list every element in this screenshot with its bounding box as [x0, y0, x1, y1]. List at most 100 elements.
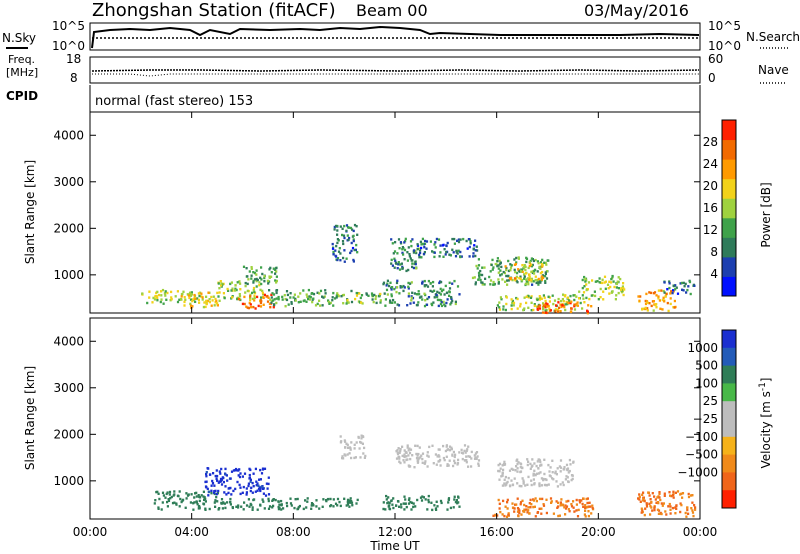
data-cell — [299, 292, 302, 295]
data-cell — [599, 296, 602, 299]
velocity-colorbar-label-sup: -1 — [758, 382, 768, 391]
data-cell — [424, 239, 427, 243]
data-cell — [657, 297, 660, 300]
data-cell — [261, 468, 265, 471]
data-cell — [504, 280, 507, 283]
data-cell — [508, 469, 512, 472]
data-cell — [458, 451, 461, 454]
data-cell — [210, 489, 213, 492]
data-cell — [273, 268, 277, 271]
data-cell — [591, 279, 594, 282]
data-cell — [640, 507, 643, 510]
data-cell — [585, 296, 588, 300]
data-cell — [481, 266, 484, 269]
data-cell — [402, 253, 405, 256]
data-cell — [538, 483, 541, 486]
data-cell — [553, 299, 557, 302]
data-cell — [449, 506, 452, 510]
data-cell — [245, 305, 248, 308]
data-cell — [661, 298, 664, 302]
data-cell — [679, 510, 682, 514]
data-cell — [251, 297, 254, 301]
data-cell — [505, 274, 508, 278]
data-cell — [546, 311, 549, 315]
x-axis-label: Time UT — [369, 539, 420, 553]
data-cell — [350, 501, 354, 504]
data-cell — [470, 465, 473, 468]
data-cell — [259, 305, 263, 308]
data-cell — [407, 292, 410, 295]
data-cell — [590, 305, 593, 308]
data-cell — [257, 484, 260, 487]
data-cell — [404, 239, 407, 243]
data-cell — [416, 461, 419, 464]
data-cell — [676, 292, 680, 295]
data-cell — [205, 475, 208, 478]
data-cell — [455, 249, 458, 253]
data-cell — [564, 308, 567, 312]
velocity-colorbar-label-main: Velocity [m s — [759, 391, 773, 468]
data-cell — [528, 264, 531, 268]
data-cell — [531, 271, 534, 275]
data-cell — [687, 285, 690, 288]
data-cell — [689, 292, 692, 296]
data-cell — [255, 285, 258, 288]
data-cell — [189, 302, 192, 306]
data-cell — [205, 472, 208, 476]
data-cell — [533, 482, 536, 485]
data-cell — [345, 229, 348, 233]
data-cell — [451, 299, 454, 303]
data-cell — [335, 244, 338, 248]
data-cell — [385, 498, 388, 501]
data-cell — [670, 290, 673, 293]
data-cell — [224, 506, 227, 510]
data-cell — [318, 507, 321, 510]
data-cell — [426, 285, 430, 288]
data-cell — [665, 292, 668, 296]
data-cell — [542, 276, 545, 280]
data-cell — [252, 472, 255, 475]
data-cell — [536, 305, 539, 308]
data-cell — [205, 471, 208, 474]
data-cell — [241, 475, 244, 478]
data-cell — [341, 233, 344, 237]
data-cell — [342, 256, 345, 260]
data-cell — [679, 282, 682, 285]
data-cell — [343, 236, 346, 240]
data-cell — [260, 472, 264, 475]
data-cell — [523, 275, 526, 278]
data-cell — [335, 224, 338, 228]
data-cell — [411, 454, 414, 457]
data-cell — [245, 267, 248, 270]
data-cell — [220, 282, 223, 285]
data-cell — [190, 291, 193, 294]
data-cell — [655, 501, 658, 504]
data-cell — [214, 297, 217, 301]
data-region — [153, 490, 219, 511]
data-cell — [669, 505, 672, 508]
data-cell — [552, 478, 555, 481]
data-cell — [350, 499, 353, 503]
data-cell — [510, 307, 513, 311]
data-cell — [510, 467, 513, 471]
data-cell — [188, 296, 191, 300]
data-cell — [440, 501, 443, 505]
data-cell — [273, 303, 276, 307]
data-cell — [516, 470, 519, 473]
data-cell — [556, 467, 559, 470]
data-cell — [385, 284, 388, 287]
data-cell — [248, 505, 251, 508]
data-cell — [384, 508, 387, 511]
data-cell — [538, 458, 541, 461]
data-cell — [212, 295, 215, 298]
data-cell — [402, 459, 405, 462]
data-cell — [278, 503, 281, 506]
data-cell — [519, 275, 522, 278]
data-cell — [394, 241, 397, 244]
data-cell — [346, 234, 349, 237]
data-cell — [641, 307, 644, 311]
data-cell — [658, 299, 661, 302]
data-cell — [674, 491, 677, 494]
data-cell — [290, 301, 293, 304]
